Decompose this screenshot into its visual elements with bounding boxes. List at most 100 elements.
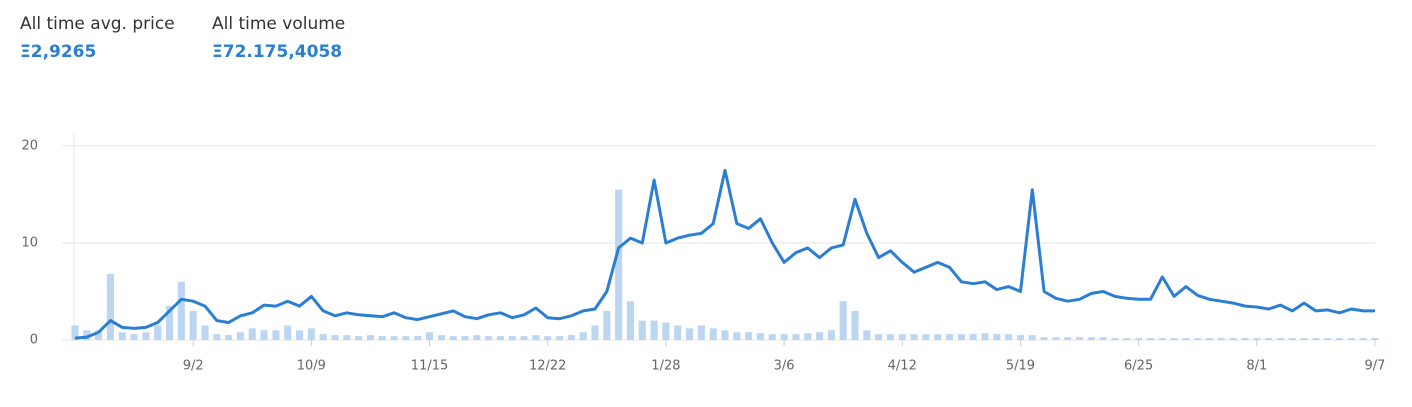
volume-bar: [284, 325, 292, 340]
volume-bar: [95, 330, 103, 340]
volume-bar: [910, 334, 918, 340]
stat-label: All time volume: [212, 14, 346, 34]
price-line: [74, 168, 1375, 340]
volume-bar: [898, 334, 906, 340]
volume-bar: [603, 310, 611, 340]
volume-bar: [957, 334, 965, 340]
volume-bar: [827, 330, 835, 340]
volume-bar: [638, 320, 646, 340]
volume-bar: [1111, 338, 1119, 340]
volume-bar: [1182, 338, 1190, 340]
volume-bar: [272, 330, 280, 340]
volume-bar: [579, 332, 587, 340]
volume-bar: [1040, 337, 1048, 340]
stat-value: Ξ2,9265: [20, 42, 97, 62]
x-tick-label: 8/1: [1246, 359, 1267, 374]
volume-bar: [1359, 338, 1367, 340]
volume-bar: [1028, 335, 1036, 340]
x-tick-label: 12/22: [529, 359, 566, 374]
volume-bar: [851, 310, 859, 340]
volume-bar: [1016, 335, 1024, 340]
volume-bar: [154, 325, 162, 340]
x-tick-label: 4/12: [888, 359, 917, 374]
volume-bar: [166, 306, 174, 340]
volume-bar: [969, 334, 977, 340]
volume-bar: [662, 322, 670, 340]
volume-bar: [768, 334, 776, 340]
volume-bar: [875, 334, 883, 340]
volume-bar: [591, 325, 599, 340]
volume-bar: [1005, 334, 1013, 340]
volume-bar: [697, 325, 705, 340]
volume-bar: [1312, 338, 1320, 340]
volume-bar: [366, 335, 374, 340]
volume-bar: [733, 332, 741, 340]
volume-bar: [142, 332, 150, 340]
volume-bar: [886, 334, 894, 340]
volume-bar: [1076, 337, 1084, 340]
volume-bar: [473, 335, 481, 340]
volume-bar: [1288, 338, 1296, 340]
y-tick-label: 20: [21, 139, 38, 154]
volume-bar: [378, 336, 386, 340]
volume-bar: [260, 330, 268, 340]
volume-bar: [130, 334, 138, 340]
volume-bar: [615, 189, 623, 340]
volume-bar: [816, 332, 824, 340]
volume-bar: [674, 325, 682, 340]
volume-bar: [756, 333, 764, 340]
volume-bar: [922, 334, 930, 340]
y-tick-label: 0: [30, 333, 38, 348]
x-tick-label: 10/9: [297, 359, 326, 374]
volume-bar: [390, 336, 398, 340]
volume-bar: [544, 336, 552, 340]
volume-bar: [1146, 338, 1154, 340]
stat: All time volume Ξ72.175,4058: [212, 14, 345, 62]
volume-bar: [1371, 338, 1379, 340]
volume-bar: [106, 274, 114, 340]
volume-bar: [1265, 338, 1273, 340]
volume-bar: [437, 335, 445, 340]
volume-bar: [1276, 338, 1284, 340]
volume-bar: [449, 336, 457, 340]
volume-bar: [402, 336, 410, 340]
volume-bar: [189, 310, 197, 340]
volume-bar: [1099, 337, 1107, 340]
volume-bar: [863, 330, 871, 340]
volume-bar: [650, 320, 658, 340]
volume-bar: [1170, 338, 1178, 340]
volume-bar: [307, 328, 315, 340]
volume-bar: [414, 336, 422, 340]
stat: All time avg. price Ξ2,9265: [20, 14, 175, 62]
volume-bar: [934, 334, 942, 340]
volume-bar: [792, 334, 800, 340]
volume-bar: [319, 334, 327, 340]
volume-bar: [461, 336, 469, 340]
volume-bar: [1324, 338, 1332, 340]
volume-bar: [1253, 338, 1261, 340]
volume-bar: [485, 336, 493, 340]
volume-bar: [1229, 338, 1237, 340]
x-tick-label: 9/2: [183, 359, 204, 374]
y-tick-label: 10: [21, 236, 38, 251]
volume-bar: [1052, 337, 1060, 340]
volume-bar: [83, 330, 91, 340]
stat-value: Ξ72.175,4058: [212, 42, 343, 62]
volume-bar: [686, 328, 694, 340]
volume-bar: [532, 335, 540, 340]
volume-bar: [1135, 338, 1143, 340]
volume-bar: [508, 336, 516, 340]
volume-bar: [993, 334, 1001, 340]
x-tick-label: 1/28: [651, 359, 680, 374]
volume-bar: [201, 325, 209, 340]
volume-bar: [118, 332, 126, 340]
volume-bar: [426, 332, 434, 340]
volume-bar: [331, 335, 339, 340]
volume-bar: [496, 336, 504, 340]
x-tick-label: 3/6: [774, 359, 795, 374]
volume-bar: [248, 328, 256, 340]
volume-bar: [1347, 338, 1355, 340]
volume-bar: [804, 333, 812, 340]
